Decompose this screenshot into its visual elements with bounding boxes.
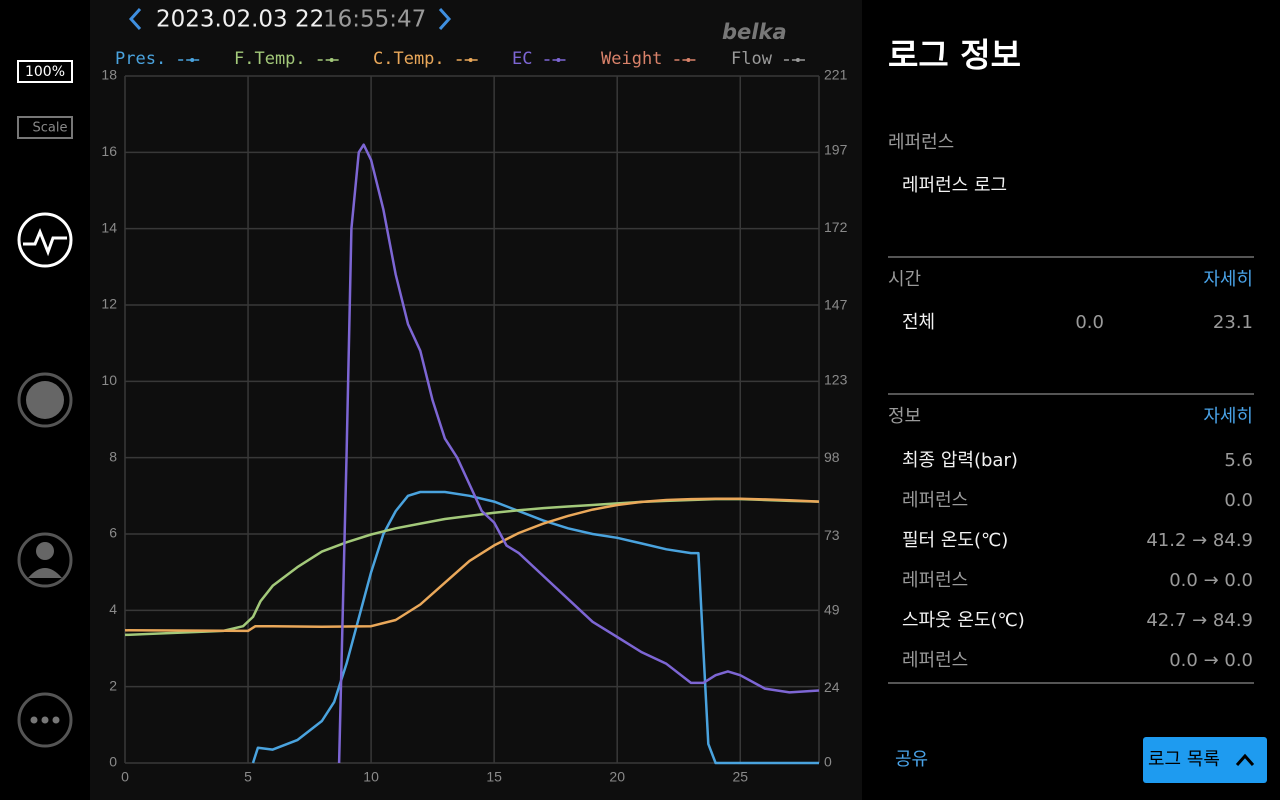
time: 16:55:47 [323,7,426,33]
row-name: 전체 [902,312,935,333]
row-start: 0.0 [1075,312,1104,333]
row-end: 23.1 [1213,312,1253,333]
more-dot [41,716,49,724]
list-button-label: 로그 목록 [1148,749,1220,770]
logo: belka [722,20,787,44]
scale-box[interactable] [17,116,73,139]
y2-tick-label: 24 [824,679,840,695]
y-tick-label: 2 [109,677,117,693]
x-tick-label: 0 [121,769,129,785]
graph-icon-wave [23,228,67,257]
graph-icon[interactable] [17,212,73,268]
x-tick-label: 15 [486,769,502,785]
legend-dot [556,58,561,62]
row-value: 0.0 [1224,490,1253,511]
series-line [251,490,819,765]
chart-background [90,0,862,800]
panel-title: 로그 정보 [888,36,1021,75]
y2-tick-label: 98 [824,449,840,465]
y2-tick-label: 123 [824,371,848,387]
prev-arrow[interactable] [128,7,142,31]
chart: 0246810121416180244973981231471721972210… [101,49,847,785]
record-ring[interactable] [17,372,73,428]
x-tick-label: 20 [609,769,625,785]
reference-value: 레퍼런스 로그 [902,175,1007,196]
next-arrow[interactable] [438,7,452,31]
section-label: 정보 [888,406,921,427]
series-line [124,497,820,633]
legend-dot [795,58,800,62]
profile-head [36,542,54,560]
y-tick-label: 0 [109,754,117,770]
battery-box [17,60,73,83]
y2-tick-label: 147 [824,297,848,313]
y-tick-label: 12 [101,296,117,312]
legend-dot [468,58,473,62]
row-name: 레퍼런스 [902,490,968,511]
y2-tick-label: 73 [824,527,840,543]
legend-label: Weight [601,49,662,69]
more-ring[interactable] [17,692,73,748]
profile-ring[interactable] [17,532,73,588]
y2-tick-label: 49 [824,601,840,617]
legend-label: Flow [731,49,773,69]
chevron-up [1235,753,1255,766]
legend-dot [686,58,691,62]
record-dot [26,381,64,419]
row-name: 최종 압력(bar) [902,450,1018,471]
row-value: 42.7 → 84.9 [1146,610,1253,631]
more-dot [52,716,60,724]
y-tick-label: 6 [109,525,117,541]
legend-label: F.Temp. [234,49,306,69]
row-value: 41.2 → 84.9 [1146,530,1253,551]
x-tick-label: 5 [244,769,252,785]
date: 2023.02.03 22 [156,7,324,33]
y2-tick-label: 197 [824,141,848,157]
battery: 100% [25,64,65,80]
y-tick-label: 16 [101,143,117,159]
y-tick-label: 14 [101,219,117,235]
legend-dot [329,58,334,62]
row-value: 5.6 [1224,450,1253,471]
detail-link[interactable]: 자세히 [1203,269,1253,290]
y2-tick-label: 0 [824,754,832,770]
y-tick-label: 4 [109,601,117,617]
x-tick-label: 10 [363,769,379,785]
y2-tick-label: 221 [824,67,848,83]
section-label: 시간 [888,269,921,290]
scale: Scale [33,121,68,136]
row-name: 필터 온도(℃) [902,530,1008,551]
row-name: 레퍼런스 [902,570,968,591]
profile-body [28,568,62,578]
legend-label: Pres. [115,49,166,69]
more-dot [30,716,38,724]
row-name: 레퍼런스 [902,650,968,671]
detail-link[interactable]: 자세히 [1203,406,1253,427]
y-tick-label: 18 [101,67,117,83]
row-name: 스파웃 온도(℃) [902,610,1025,631]
y2-tick-label: 172 [824,219,848,235]
y-tick-label: 8 [109,448,117,464]
section-label: 레퍼런스 [888,132,954,153]
list-button[interactable] [1143,737,1267,783]
series-line [337,143,820,764]
legend-label: C.Temp. [373,49,445,69]
y-tick-label: 10 [101,372,117,388]
legend-dot [190,58,195,62]
row-value: 0.0 → 0.0 [1169,650,1253,671]
share-link[interactable]: 공유 [895,749,928,770]
row-value: 0.0 → 0.0 [1169,570,1253,591]
info-rows: 최종 압력(bar) 5.6 레퍼런스 0.0 필터 온도(℃) 41.2 → 84.9 레… [902,450,1253,671]
legend-label: EC [512,49,532,69]
graph-icon-ring [17,212,73,268]
x-tick-label: 25 [732,769,748,785]
